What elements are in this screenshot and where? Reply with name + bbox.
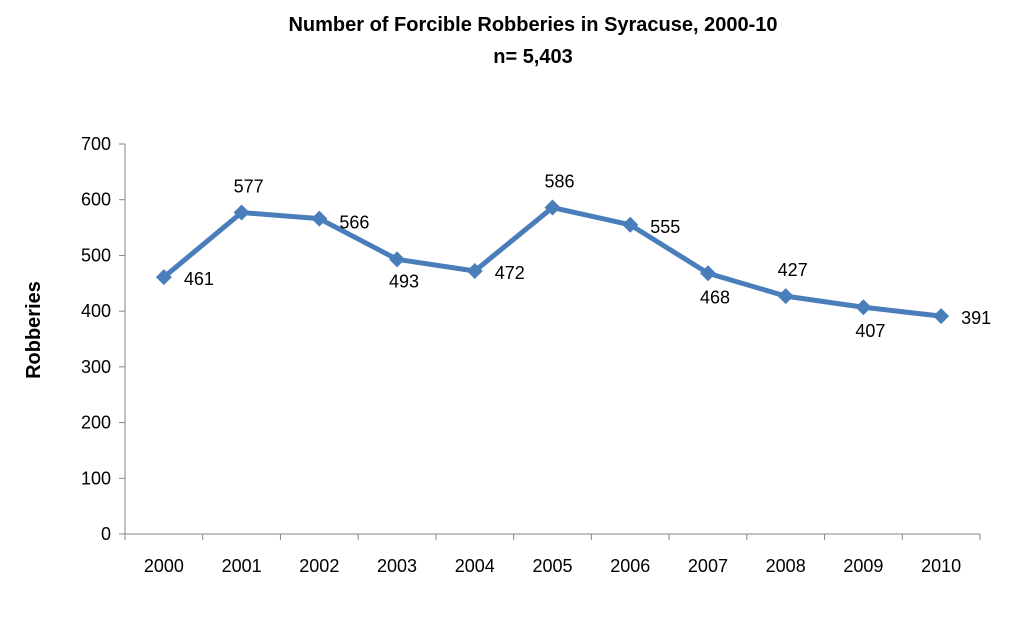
chart-title: Number of Forcible Robberies in Syracuse… xyxy=(288,14,778,36)
axes xyxy=(119,143,981,540)
data-point xyxy=(777,288,794,305)
data-point xyxy=(622,216,639,233)
data-label: 472 xyxy=(495,263,525,283)
chart-subtitle: n= 5,403 xyxy=(493,46,573,68)
data-point xyxy=(155,269,172,286)
y-axis-label: Robberies xyxy=(23,281,45,379)
data-point xyxy=(544,199,561,216)
data-point xyxy=(466,263,483,280)
y-tick-label: 200 xyxy=(81,413,111,433)
x-tick-label: 2002 xyxy=(299,556,339,576)
data-label: 407 xyxy=(855,321,885,341)
series xyxy=(155,199,950,325)
tick-labels: 0 100 200 300 400 500 600 700 2000 2001 2002 2003 20… xyxy=(81,134,961,576)
y-tick-label: 0 xyxy=(101,524,111,544)
data-point xyxy=(233,204,250,221)
x-tick-label: 2001 xyxy=(222,556,262,576)
y-tick-label: 700 xyxy=(81,134,111,154)
data-point xyxy=(389,251,406,268)
series-line xyxy=(162,205,942,319)
data-label: 493 xyxy=(389,271,419,291)
data-point xyxy=(855,299,872,316)
y-tick-label: 600 xyxy=(81,190,111,210)
data-point xyxy=(933,308,950,325)
data-label: 461 xyxy=(184,269,214,289)
x-tick-label: 2000 xyxy=(144,556,184,576)
x-tick-label: 2003 xyxy=(377,556,417,576)
data-point xyxy=(311,210,328,227)
data-label: 391 xyxy=(961,308,991,328)
data-label: 427 xyxy=(778,260,808,280)
x-tick-label: 2006 xyxy=(610,556,650,576)
data-label: 468 xyxy=(700,287,730,307)
data-label: 586 xyxy=(545,172,575,192)
data-label: 577 xyxy=(234,177,264,197)
x-tick-label: 2008 xyxy=(766,556,806,576)
x-tick-label: 2009 xyxy=(843,556,883,576)
y-tick-label: 400 xyxy=(81,301,111,321)
data-label: 555 xyxy=(650,217,680,237)
x-tick-label: 2010 xyxy=(921,556,961,576)
y-tick-label: 500 xyxy=(81,245,111,265)
x-tick-label: 2004 xyxy=(455,556,495,576)
data-labels: 461 577 566 493 472 586 555 468 427 407 391 xyxy=(184,172,991,342)
data-point xyxy=(699,265,716,282)
data-label: 566 xyxy=(339,213,369,233)
x-tick-label: 2007 xyxy=(688,556,728,576)
x-tick-label: 2005 xyxy=(532,556,572,576)
y-tick-label: 300 xyxy=(81,357,111,377)
y-tick-label: 100 xyxy=(81,468,111,488)
